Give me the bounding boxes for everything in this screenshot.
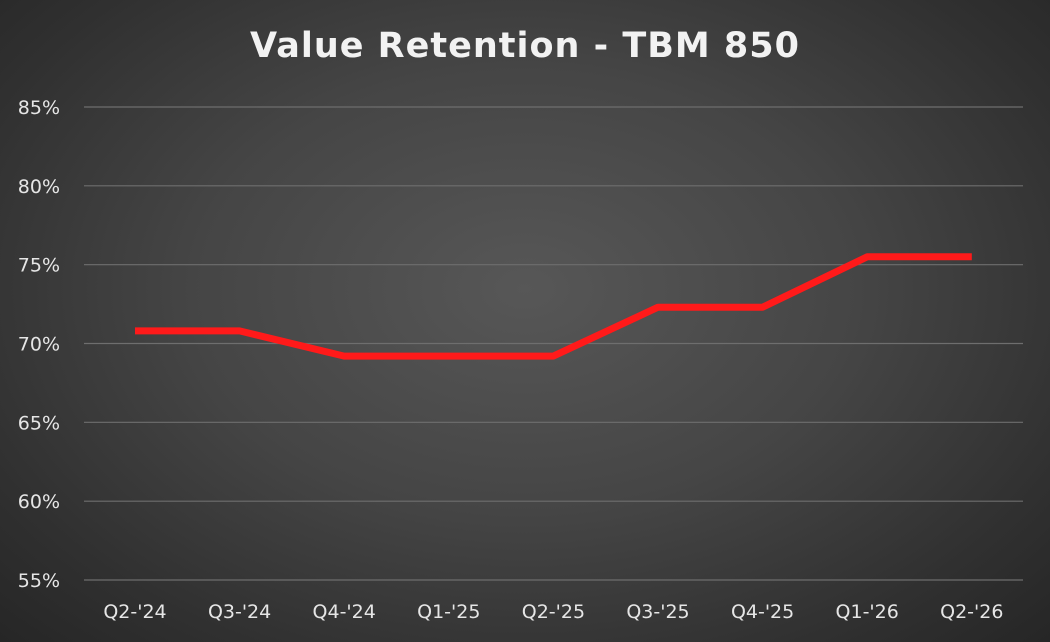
chart-title: Value Retention - TBM 850	[250, 26, 800, 66]
y-tick-label: 65%	[18, 412, 60, 434]
x-tick-label: Q2-'26	[940, 601, 1003, 623]
x-tick-label: Q1-'26	[836, 601, 899, 623]
x-tick-label: Q3-'24	[208, 601, 271, 623]
x-tick-label: Q4-'24	[313, 601, 376, 623]
series-line	[135, 253, 972, 360]
x-tick-label: Q2-'25	[522, 601, 585, 623]
y-tick-label: 75%	[18, 255, 60, 277]
y-tick-label: 85%	[18, 97, 60, 119]
x-tick-label: Q2-'24	[103, 601, 166, 623]
series-layer	[135, 253, 972, 360]
x-tick-label: Q3-'25	[626, 601, 689, 623]
gridlines	[84, 106, 1023, 581]
x-tick-label: Q4-'25	[731, 601, 794, 623]
x-tick-label: Q1-'25	[417, 601, 480, 623]
y-tick-label: 80%	[18, 176, 60, 198]
x-axis-tick-labels: Q2-'24 Q3-'24 Q4-'24 Q1-'25 Q2-'25 Q3-'25 Q4-'…	[103, 601, 1003, 623]
y-axis-tick-labels: 55% 60% 65% 70% 75% 80% 85%	[18, 97, 60, 592]
y-tick-label: 55%	[18, 570, 60, 592]
y-tick-label: 60%	[18, 491, 60, 513]
y-tick-label: 70%	[18, 334, 60, 356]
